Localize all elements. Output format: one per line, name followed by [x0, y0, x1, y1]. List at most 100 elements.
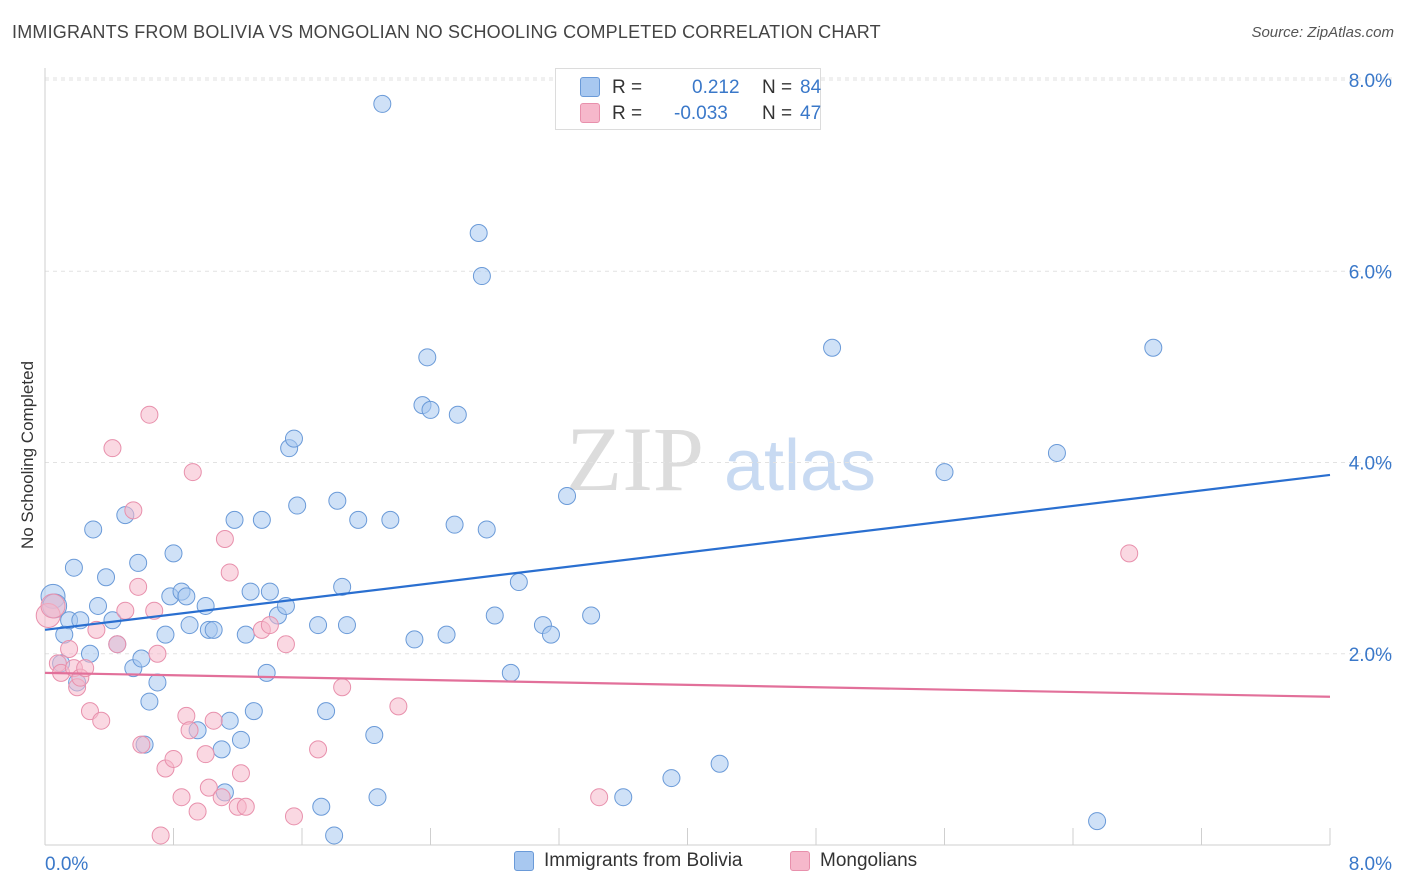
point-bolivia: [337, 616, 356, 635]
point-bolivia: [541, 625, 560, 644]
legend-item-bolivia: Immigrants from Bolivia: [514, 850, 743, 872]
point-bolivia: [662, 769, 681, 788]
point-bolivia: [180, 616, 199, 635]
point-bolivia: [148, 673, 167, 692]
trend-line-mongolians: [44, 671, 1331, 698]
series-legend: Immigrants from Bolivia Mongolians: [0, 850, 1406, 880]
point-mongolians: [196, 745, 215, 764]
stats-r-label: R =: [612, 103, 643, 124]
point-bolivia: [437, 625, 456, 644]
point-bolivia: [225, 510, 244, 529]
stats-r-label: R =: [612, 77, 643, 98]
point-bolivia: [445, 515, 464, 534]
point-bolivia: [220, 711, 239, 730]
point-mongolians: [590, 788, 609, 807]
point-bolivia: [448, 405, 467, 424]
point-bolivia: [558, 486, 577, 505]
point-mongolians: [260, 616, 279, 635]
point-mongolians: [172, 788, 191, 807]
point-bolivia: [260, 582, 279, 601]
point-mongolians: [333, 678, 352, 697]
stats-legend: R = 0.212 N = 84 R = -0.033 N = 47: [555, 68, 821, 130]
point-mongolians: [284, 807, 303, 826]
point-mongolians: [220, 563, 239, 582]
point-bolivia: [325, 826, 344, 845]
point-mongolians: [132, 735, 151, 754]
point-bolivia: [252, 510, 271, 529]
point-bolivia: [477, 520, 496, 539]
point-bolivia: [236, 625, 255, 644]
point-bolivia: [241, 582, 260, 601]
point-mongolians: [108, 635, 127, 654]
legend-label-mongolians: Mongolians: [820, 850, 918, 871]
point-mongolians: [1120, 544, 1139, 563]
x-tick-label: 8.0%: [1349, 854, 1392, 875]
point-mongolians: [215, 530, 234, 548]
point-mongolians: [87, 620, 106, 639]
point-bolivia: [373, 94, 392, 113]
point-mongolians: [116, 601, 135, 620]
stats-swatch-bolivia: [580, 77, 600, 97]
axes: [44, 68, 1331, 846]
point-bolivia: [469, 224, 488, 242]
point-mongolians: [164, 749, 183, 768]
stats-n-value: 84: [800, 77, 822, 98]
point-bolivia: [89, 596, 108, 615]
point-mongolians: [129, 577, 148, 596]
point-bolivia: [244, 702, 263, 721]
y-tick-label: 6.0%: [1349, 262, 1392, 283]
point-mongolians: [212, 788, 231, 807]
legend-swatch-mongolians: [790, 851, 810, 871]
point-bolivia: [509, 573, 528, 592]
point-mongolians: [183, 463, 202, 482]
point-bolivia: [935, 463, 954, 482]
point-mongolians: [236, 797, 255, 816]
legend-swatch-bolivia: [514, 851, 534, 871]
legend-label-bolivia: Immigrants from Bolivia: [544, 850, 743, 871]
stats-n-label: N =: [762, 77, 793, 98]
stats-n-value: 47: [800, 103, 822, 124]
point-bolivia: [84, 520, 103, 539]
point-mongolians: [60, 639, 79, 658]
y-tick-label: 4.0%: [1349, 454, 1392, 475]
point-bolivia: [140, 692, 159, 711]
point-bolivia: [156, 625, 175, 644]
point-bolivia: [288, 496, 307, 515]
data-points: [35, 94, 1163, 845]
point-mongolians: [231, 764, 250, 783]
point-mongolians: [180, 721, 199, 740]
point-bolivia: [333, 577, 352, 596]
tick-labels: 2.0% 4.0% 6.0% 8.0% 0.0% 8.0%: [45, 71, 1392, 875]
stats-swatch-mongolians: [580, 103, 600, 123]
point-mongolians: [140, 405, 159, 424]
stats-r-value: -0.033: [674, 103, 728, 124]
point-mongolians: [309, 740, 328, 759]
watermark-zip: ZIP: [566, 408, 704, 510]
point-bolivia: [312, 797, 331, 816]
point-mongolians: [76, 659, 95, 678]
point-mongolians: [151, 826, 170, 845]
point-bolivia: [405, 630, 424, 649]
point-bolivia: [129, 553, 148, 572]
point-bolivia: [317, 702, 336, 721]
point-bolivia: [614, 788, 633, 807]
point-bolivia: [231, 730, 250, 749]
point-bolivia: [501, 663, 520, 682]
point-mongolians: [204, 711, 223, 730]
point-mongolians: [40, 593, 66, 619]
legend-item-mongolians: Mongolians: [790, 850, 917, 872]
stats-n-label: N =: [762, 103, 793, 124]
point-bolivia: [582, 606, 601, 625]
point-bolivia: [472, 267, 491, 286]
point-mongolians: [199, 778, 218, 797]
point-bolivia: [204, 620, 223, 639]
grid-lines: [45, 77, 1392, 655]
point-mongolians: [188, 802, 207, 821]
point-bolivia: [64, 558, 83, 577]
point-bolivia: [1047, 443, 1066, 462]
point-bolivia: [97, 568, 116, 587]
stats-r-value: 0.212: [692, 77, 740, 98]
point-mongolians: [92, 711, 111, 730]
point-bolivia: [365, 726, 384, 745]
point-bolivia: [212, 740, 231, 759]
